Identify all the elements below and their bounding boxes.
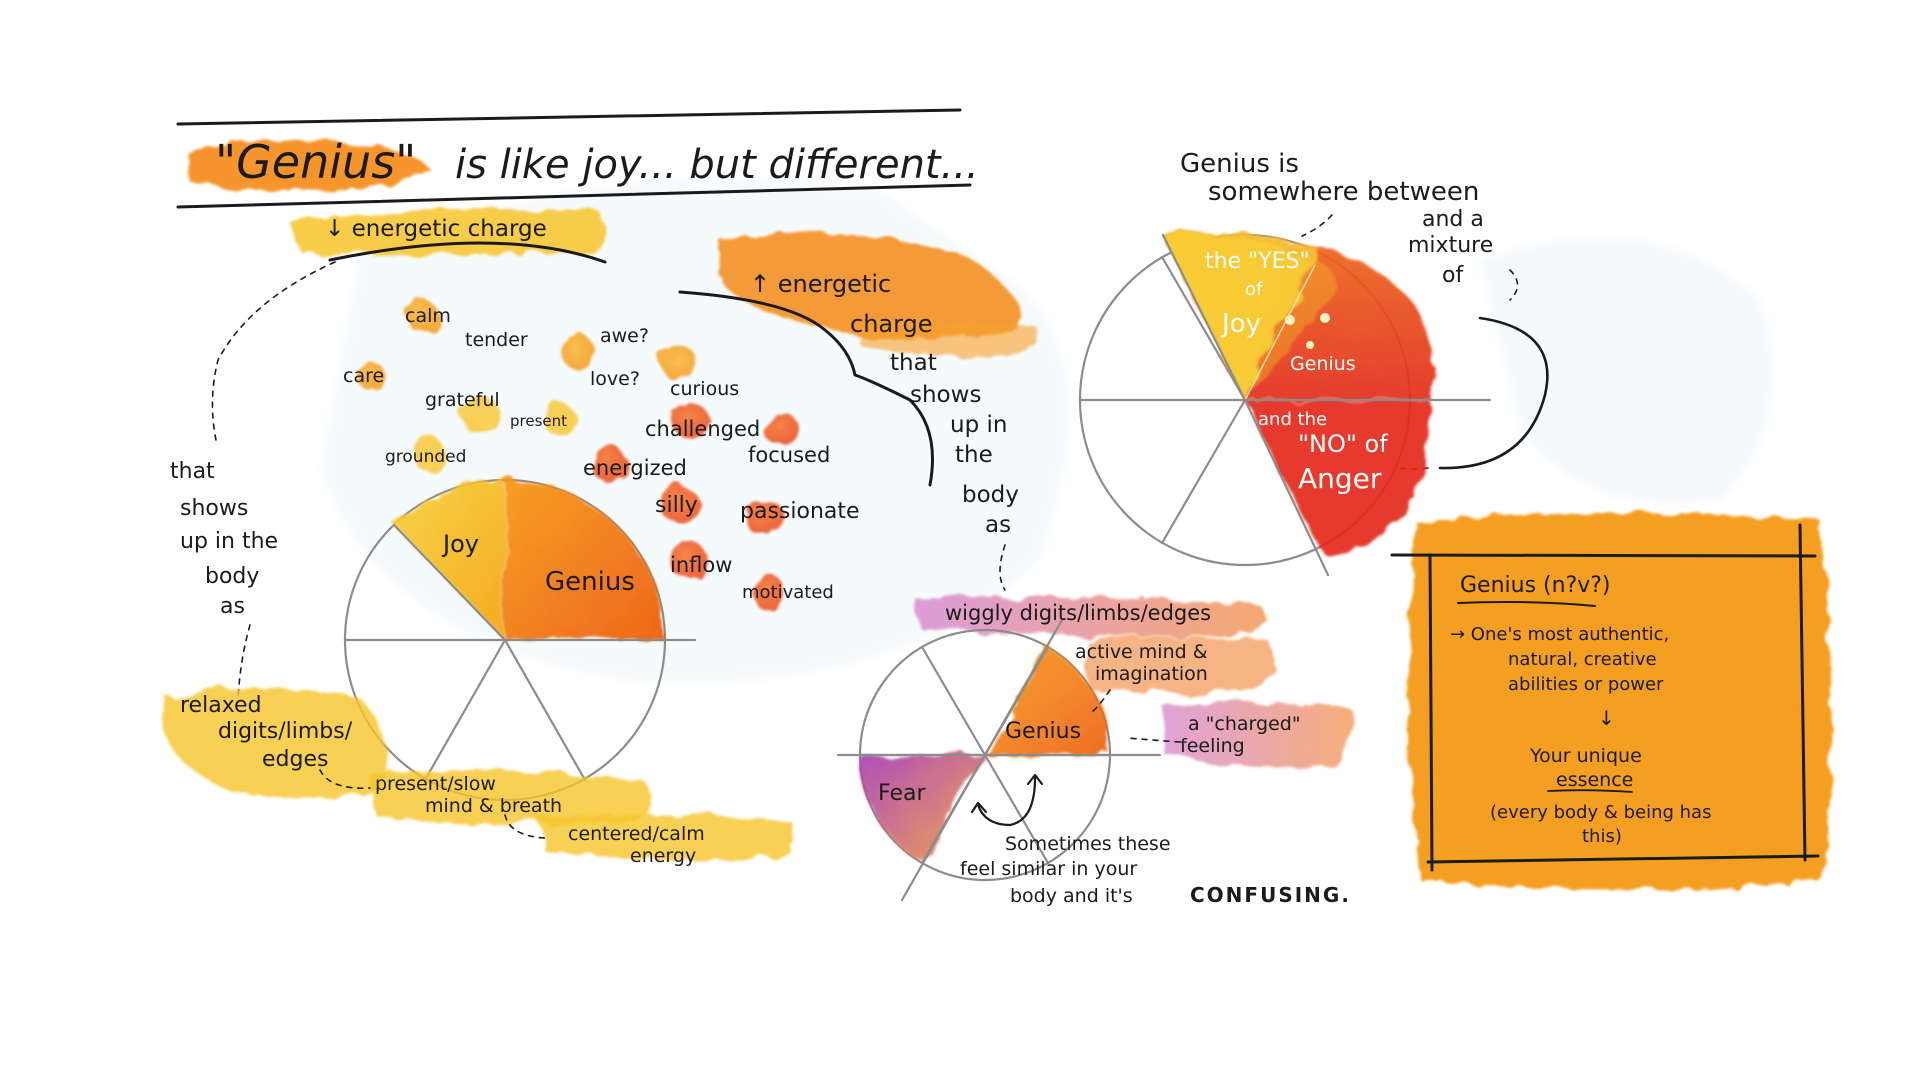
right-genius: Genius — [1290, 353, 1356, 375]
note-energy: energy — [630, 845, 696, 867]
no-0: and the — [1258, 409, 1327, 430]
confusing-0: Sometimes these — [1005, 833, 1171, 855]
confusing-1: feel similar in your — [960, 858, 1137, 880]
right-heading-1: somewhere between — [1208, 177, 1479, 207]
low-charge-label-group: ↓ energetic charge — [211, 209, 607, 441]
no-1: "NO" of — [1298, 430, 1388, 458]
note-relaxed: relaxed — [180, 693, 262, 718]
joy-anger-pie: Genius is somewhere between and a mixtur… — [1078, 149, 1549, 577]
def-line-0: → One's most authentic, — [1450, 624, 1669, 645]
no-2: Anger — [1298, 462, 1382, 495]
active-mind-1: imagination — [1095, 663, 1208, 685]
low-charge-label: ↓ energetic charge — [325, 216, 547, 242]
charged-0: a "charged" — [1188, 713, 1301, 735]
word-love: love? — [590, 368, 640, 390]
left-shows-4: as — [220, 594, 245, 619]
def-line-1: natural, creative — [1508, 649, 1657, 670]
emotion-dots — [356, 300, 799, 609]
mixture-1: mixture — [1408, 233, 1493, 258]
word-grounded: grounded — [385, 447, 466, 467]
definition-box: Genius (n?v?) → One's most authentic, na… — [1390, 512, 1832, 890]
word-grateful: grateful — [425, 389, 500, 411]
word-awe: awe? — [600, 325, 649, 347]
high-charge-0: ↑ energetic — [750, 270, 891, 298]
def-essence-0: Your unique — [1529, 745, 1642, 767]
def-arrow: ↓ — [1598, 706, 1615, 730]
joy-genius-pie: Joy Genius — [343, 478, 697, 802]
word-tender: tender — [465, 329, 528, 351]
background-wash-right — [1480, 237, 1774, 504]
wiggly-label: wiggly digits/limbs/edges — [945, 601, 1211, 625]
def-line-2: abilities or power — [1508, 674, 1664, 695]
high-charge-2: that — [890, 350, 937, 376]
title-rest: is like joy... but different... — [455, 142, 979, 188]
word-passionate: passionate — [740, 499, 860, 524]
genius-fear-pie: wiggly digits/limbs/edges active mind & … — [836, 596, 1353, 907]
mixture-0: and a — [1422, 207, 1484, 232]
def-note-0: (every body & being has — [1490, 802, 1711, 823]
pie-joy-label: Joy — [441, 530, 479, 558]
right-heading-0: Genius is — [1180, 149, 1299, 179]
title-genius: "Genius" — [215, 135, 416, 189]
note-present-slow: present/slow — [375, 773, 496, 795]
high-charge-7: as — [985, 512, 1011, 538]
word-care: care — [343, 365, 384, 387]
word-energized: energized — [583, 456, 687, 480]
mid-pie-genius: Genius — [1005, 719, 1081, 744]
left-shows-3: body — [205, 564, 259, 589]
high-charge-4: up in — [950, 412, 1007, 438]
charged-1: feeling — [1180, 735, 1245, 757]
mid-pie-fear: Fear — [878, 781, 926, 806]
emotion-words: calm tender awe? care love? grateful pre… — [343, 305, 860, 603]
high-charge-label-group: ↑ energetic charge that shows up in the … — [678, 233, 1040, 591]
word-inflow: inflow — [670, 553, 732, 577]
note-centered: centered/calm — [568, 823, 705, 845]
note-digits: digits/limbs/ — [218, 719, 353, 744]
left-body-notes: relaxed digits/limbs/ edges present/slow… — [165, 688, 794, 867]
left-shows-0: that — [170, 459, 215, 484]
confusing-2: body and it's — [1010, 885, 1133, 907]
def-note-1: this) — [1582, 826, 1622, 847]
high-charge-5: the — [955, 442, 993, 468]
word-focused: focused — [748, 443, 830, 467]
word-present: present — [510, 412, 567, 430]
def-term: Genius (n?v?) — [1460, 573, 1611, 598]
word-curious: curious — [670, 378, 739, 400]
word-silly: silly — [655, 493, 698, 518]
left-shows-1: shows — [180, 496, 248, 521]
high-charge-1: charge — [850, 310, 933, 338]
yes-1: of — [1245, 279, 1263, 300]
note-mind-breath: mind & breath — [425, 795, 562, 817]
high-charge-6: body — [962, 482, 1019, 508]
confusing-caps: CONFUSING. — [1190, 883, 1351, 907]
word-challenged: challenged — [645, 417, 760, 441]
pie-genius-label: Genius — [545, 567, 635, 597]
yes-2: Joy — [1220, 309, 1261, 339]
def-essence-1: essence — [1556, 769, 1633, 791]
active-mind-0: active mind & — [1075, 641, 1208, 663]
title-banner: "Genius" is like joy... but different... — [176, 108, 979, 209]
mixture-2: of — [1442, 263, 1464, 288]
yes-0: the "YES" — [1205, 249, 1310, 274]
word-motivated: motivated — [742, 582, 834, 603]
left-body-label: that shows up in the body as — [170, 459, 278, 701]
note-edges: edges — [262, 747, 328, 772]
left-shows-2: up in the — [180, 529, 278, 554]
word-calm: calm — [405, 305, 451, 327]
high-charge-3: shows — [910, 382, 981, 408]
